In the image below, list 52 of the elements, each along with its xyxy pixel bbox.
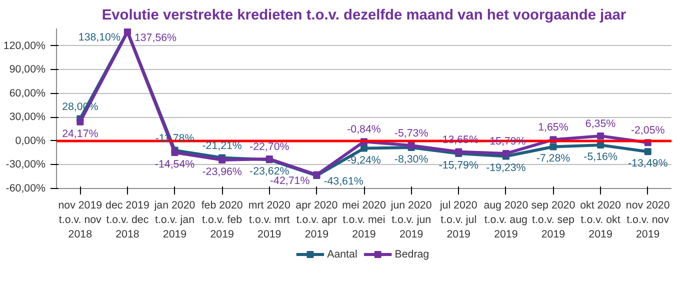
data-label: 138,10% (78, 32, 121, 44)
data-label: -9,24% (347, 154, 382, 166)
chart-title: Evolutie verstrekte kredieten t.o.v. dezelfde maand van het voorgaande jaar (102, 8, 626, 24)
data-label: 1,65% (538, 122, 569, 134)
x-tick-label: jul 2020 t.o.v. jul 2019 (438, 200, 478, 240)
y-tick-label: -60,00% (6, 182, 46, 194)
data-label: -21,21% (202, 140, 242, 152)
data-label: -15,79% (438, 159, 479, 172)
data-label: -0,84% (347, 124, 382, 136)
x-tick-label: aug 2020 t.o.v. aug 2019 (484, 200, 528, 240)
x-tick-label: jun 2020 t.o.v. jun 2019 (390, 200, 432, 240)
data-label: -15,79% (486, 135, 526, 148)
data-label: -5,73% (394, 128, 429, 140)
y-tick-label: 0,00% (15, 134, 46, 147)
data-label: -2,05% (630, 124, 666, 137)
data-label: -43,61% (324, 176, 364, 188)
data-label: -7,28% (536, 152, 571, 165)
y-tick-label: 30,00% (9, 111, 46, 124)
legend-label: Bedrag (394, 248, 430, 260)
point (597, 142, 604, 149)
data-label: 24,17% (62, 128, 99, 140)
x-tick-label: dec 2019 t.o.v. dec 2018 (106, 200, 150, 240)
point (360, 144, 368, 152)
y-tick-label: 60,00% (9, 87, 46, 100)
data-label: 137,56% (134, 32, 178, 44)
x-tick-label: feb 2020 t.o.v. feb 2019 (201, 200, 243, 240)
x-tick-label: jan 2020 t.o.v. jan 2019 (153, 200, 196, 240)
point (597, 132, 604, 140)
data-label: -8,30% (394, 154, 429, 166)
point (644, 148, 652, 156)
y-tick-label: -30,00% (6, 158, 46, 171)
data-label: -22,70% (250, 140, 290, 153)
data-label: -14,54% (154, 158, 196, 170)
x-tick-label: nov 2020 t.o.v. nov 2019 (626, 200, 670, 240)
legend-label: Aantal (327, 248, 358, 260)
data-label: -19,23% (486, 162, 526, 174)
x-tick-label: mei 2020 t.o.v. mei 2019 (342, 200, 386, 240)
data-label: -13,65% (438, 134, 479, 146)
x-tick-label: nov 2019 t.o.v. nov 2018 (58, 200, 102, 240)
x-tick-label: sep 2020 t.o.v. sep 2019 (531, 200, 576, 240)
x-tick-label: mrt 2020 t.o.v. mrt 2019 (248, 200, 290, 240)
y-tick-label: 90,00% (9, 64, 46, 76)
data-label: -13,49% (628, 158, 668, 170)
data-label: -5,16% (584, 151, 618, 164)
point (76, 118, 84, 126)
x-tick-label: okt 2020 t.o.v. okt 2019 (580, 200, 622, 240)
data-label: -23,96% (202, 166, 242, 178)
data-label: 6,35% (585, 118, 616, 130)
x-tick-label: apr 2020 t.o.v. apr 2019 (296, 200, 338, 240)
y-tick-label: 120,00% (3, 40, 46, 52)
point (550, 143, 557, 150)
point (502, 150, 510, 157)
